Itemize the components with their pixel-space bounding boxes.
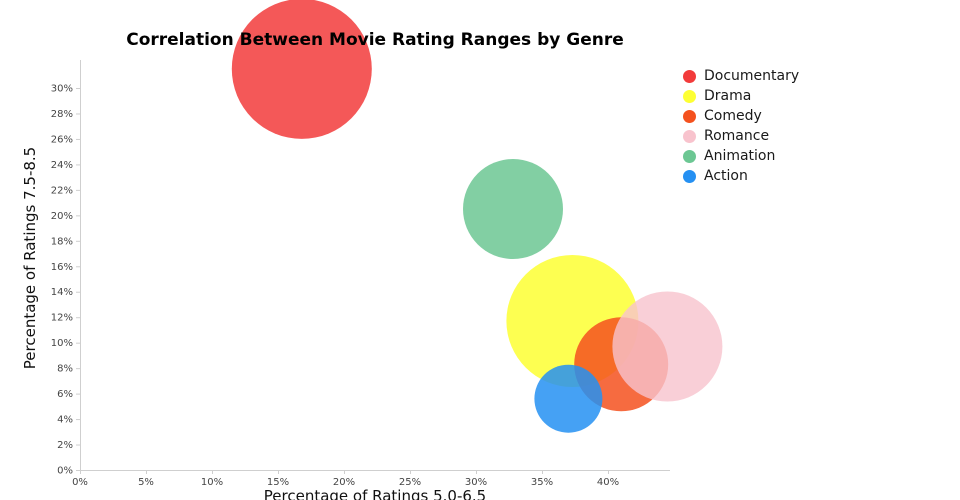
y-tick-label: 10%: [51, 338, 73, 349]
legend-item-action[interactable]: Action: [683, 166, 799, 186]
legend-item-comedy[interactable]: Comedy: [683, 106, 799, 126]
bubble-documentary[interactable]: [231, 0, 372, 139]
x-tick-label: 35%: [531, 477, 553, 488]
x-tick-label: 0%: [72, 477, 88, 488]
x-tick-label: 15%: [267, 477, 289, 488]
y-tick-label: 14%: [51, 287, 73, 298]
legend-label: Documentary: [704, 68, 800, 84]
legend-label: Animation: [704, 148, 776, 164]
legend-marker-icon: [683, 149, 696, 163]
y-axis-label: Percentage of Ratings 7.5-8.5: [21, 146, 39, 370]
legend-item-romance[interactable]: Romance: [683, 126, 799, 146]
y-tick-label: 16%: [51, 262, 73, 273]
legend-label: Romance: [704, 128, 770, 144]
legend-item-animation[interactable]: Animation: [683, 146, 799, 166]
chart-legend: Documentary Drama Comedy Romance Animation Ac…: [683, 66, 799, 186]
legend-item-drama[interactable]: Drama: [683, 86, 799, 106]
y-tick-label: 20%: [51, 211, 73, 222]
y-tick-label: 26%: [51, 134, 73, 145]
legend-label: Action: [704, 168, 748, 184]
y-tick-label: 4%: [57, 415, 73, 426]
bubble-action[interactable]: [534, 364, 603, 433]
legend-marker-icon: [683, 169, 696, 183]
y-tick-label: 12%: [51, 313, 73, 324]
y-tick-label: 28%: [51, 109, 73, 120]
legend-marker-icon: [683, 109, 696, 123]
x-tick-label: 40%: [597, 477, 619, 488]
x-tick-label: 5%: [138, 477, 154, 488]
y-tick-label: 22%: [51, 185, 73, 196]
y-tick-label: 6%: [57, 389, 73, 400]
x-tick-label: 10%: [201, 477, 223, 488]
legend-marker-icon: [683, 129, 696, 143]
legend-marker-icon: [683, 69, 696, 83]
y-tick-label: 0%: [57, 466, 73, 477]
y-tick-label: 24%: [51, 160, 73, 171]
x-tick-label: 25%: [399, 477, 421, 488]
legend-label: Comedy: [704, 108, 762, 124]
x-tick-label: 20%: [333, 477, 355, 488]
y-tick-label: 2%: [57, 440, 73, 451]
bubble-romance[interactable]: [612, 291, 723, 402]
y-tick-label: 18%: [51, 236, 73, 247]
y-tick-label: 30%: [51, 84, 73, 95]
x-axis-label: Percentage of Ratings 5.0-6.5: [263, 487, 487, 500]
legend-marker-icon: [683, 89, 696, 103]
x-tick-label: 30%: [465, 477, 487, 488]
legend-label: Drama: [704, 88, 752, 104]
legend-item-documentary[interactable]: Documentary: [683, 66, 799, 86]
bubble-animation[interactable]: [463, 159, 563, 259]
y-tick-label: 8%: [57, 364, 73, 375]
